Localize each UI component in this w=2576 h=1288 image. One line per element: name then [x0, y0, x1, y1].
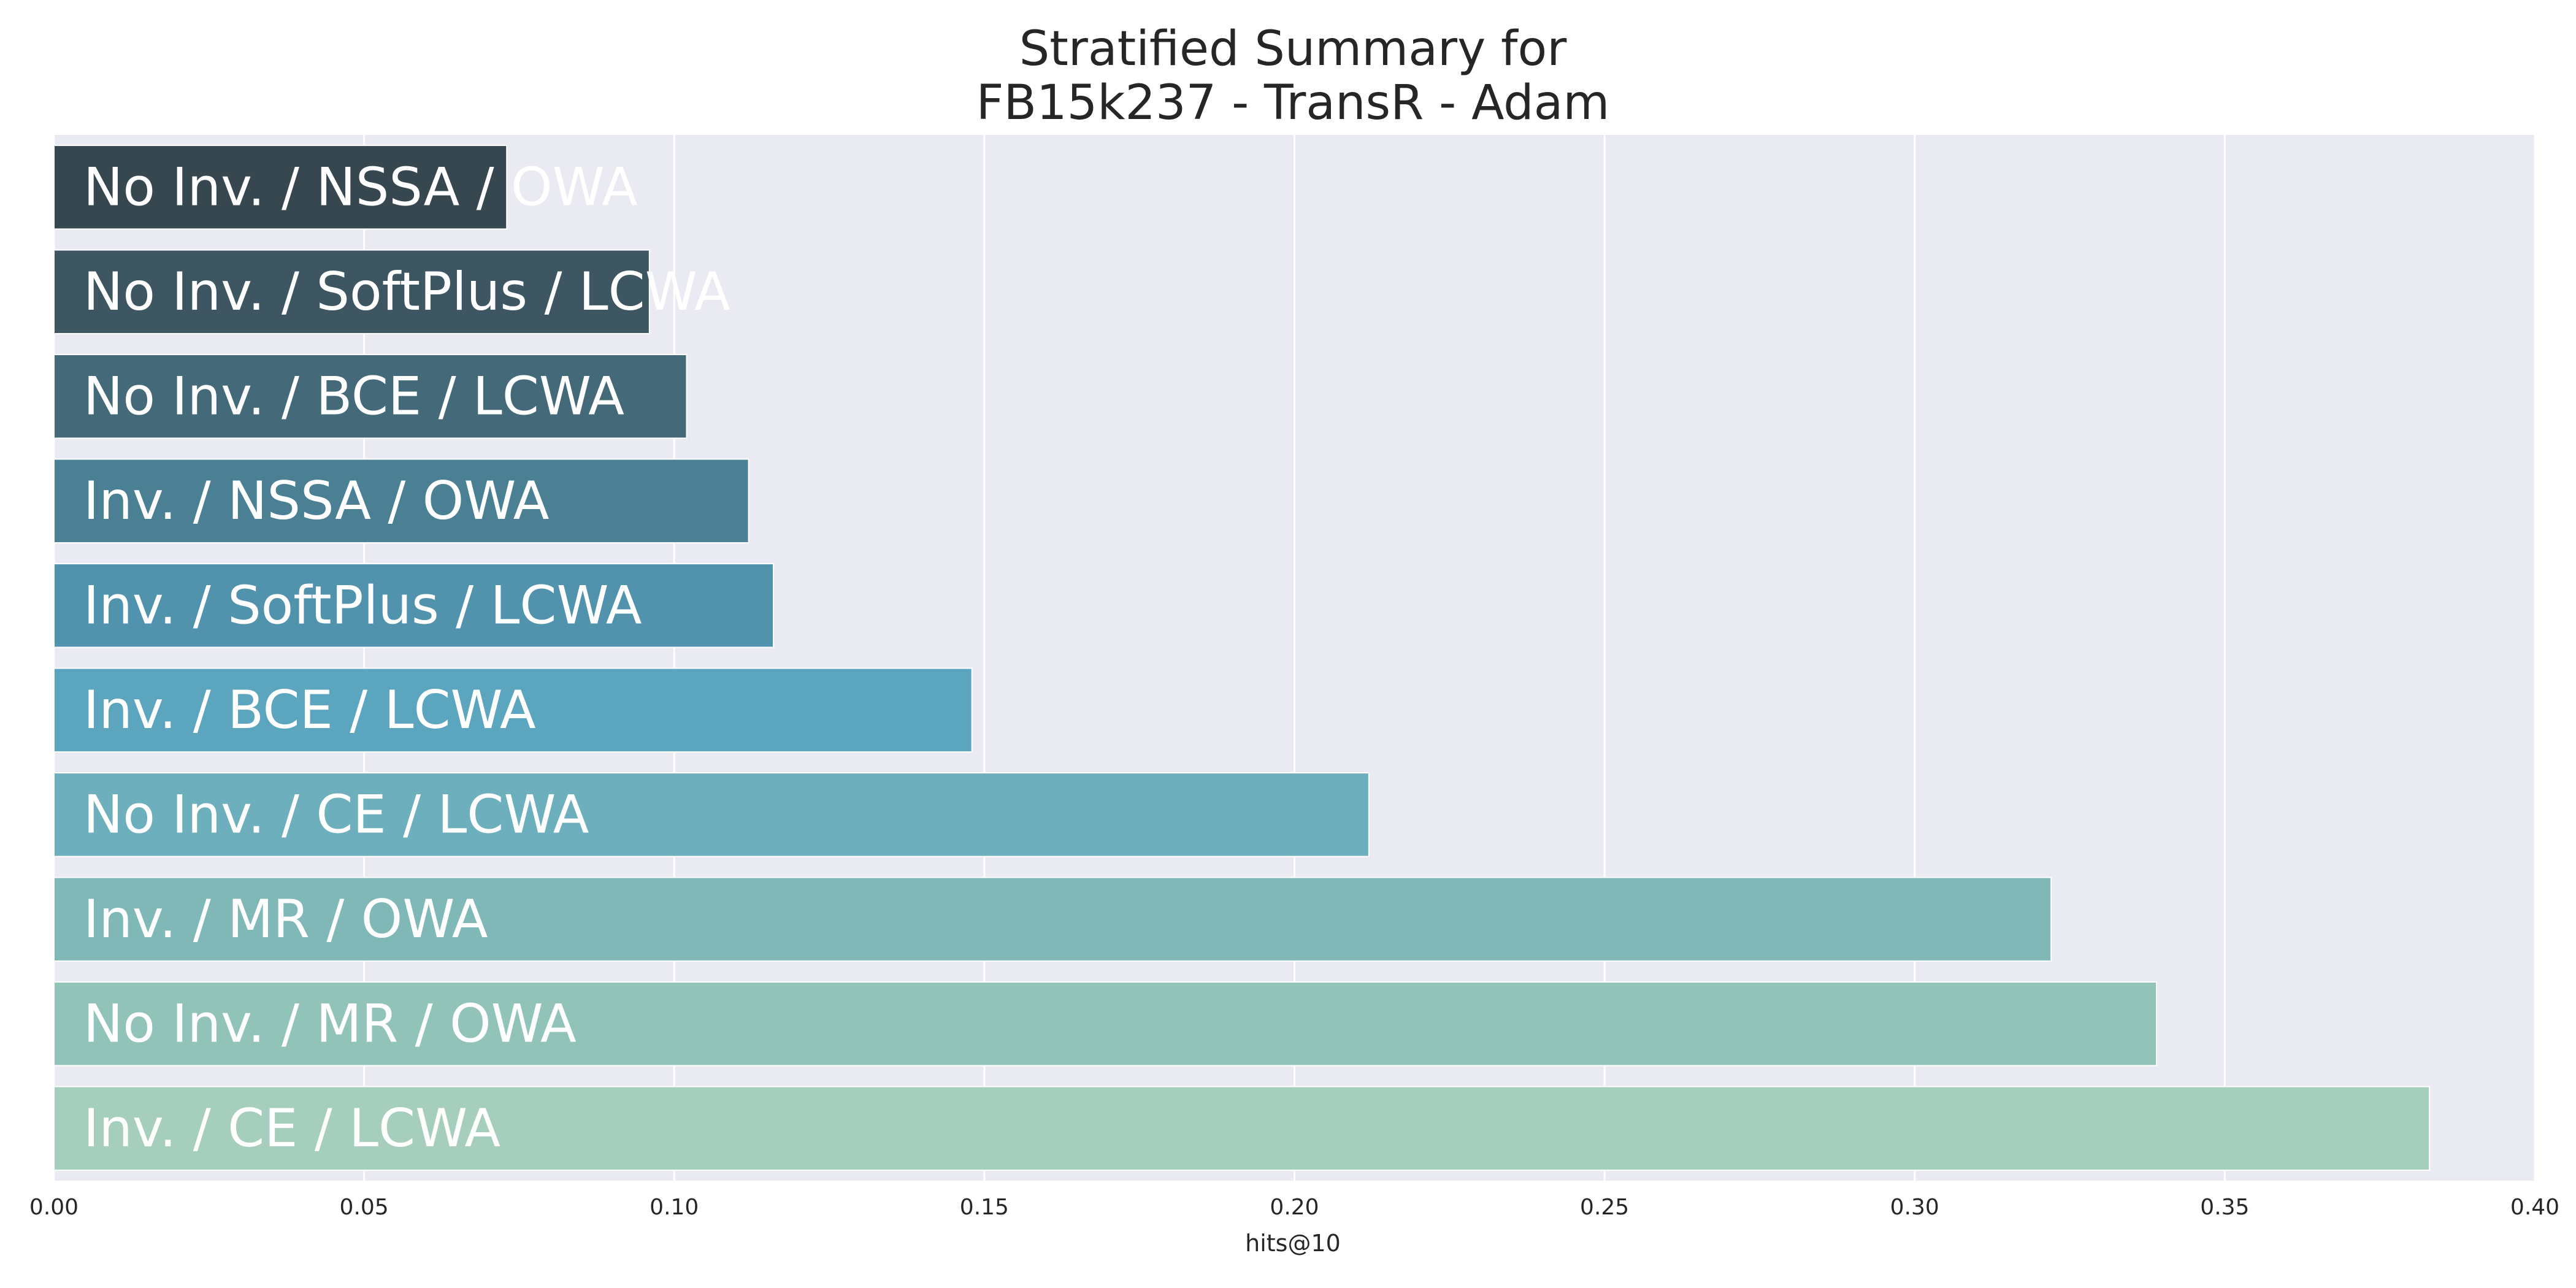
x-tick-labels: 0.00 0.05 0.10 0.15 0.20 0.25 0.30 0.35 0.40 [29, 1195, 2559, 1220]
x-tick-label: 0.25 [1580, 1195, 1629, 1220]
bar-category-label: No Inv. / BCE / LCWA [83, 366, 624, 427]
bars: No Inv. / NSSA / OWA No Inv. / SoftPlus /… [53, 145, 2431, 1171]
bar-category-label: No Inv. / NSSA / OWA [83, 156, 638, 218]
bar-category-label: Inv. / SoftPlus / LCWA [83, 575, 642, 636]
bar [53, 981, 2158, 1067]
bar-category-label: No Inv. / SoftPlus / LCWA [83, 261, 730, 323]
bar-category-label: Inv. / NSSA / OWA [83, 470, 550, 532]
bar-category-label: No Inv. / MR / OWA [83, 993, 577, 1054]
bar-category-label: Inv. / CE / LCWA [83, 1098, 500, 1159]
bar [53, 145, 508, 230]
chart-title: Stratified Summary for FB15k237 - TransR… [976, 21, 1610, 131]
bar [53, 1086, 2431, 1171]
x-tick-label: 0.05 [340, 1195, 389, 1220]
bar [53, 667, 973, 753]
chart-title-line-2: FB15k237 - TransR - Adam [976, 75, 1610, 131]
bar-category-label: No Inv. / CE / LCWA [83, 784, 589, 845]
x-tick-label: 0.10 [650, 1195, 699, 1220]
x-tick-label: 0.00 [29, 1195, 79, 1220]
x-tick-label: 0.20 [1270, 1195, 1319, 1220]
x-tick-label: 0.30 [1890, 1195, 1939, 1220]
bar [53, 249, 650, 334]
bar-category-label: Inv. / MR / OWA [83, 889, 488, 950]
bar-category-label: Inv. / BCE / LCWA [83, 680, 536, 741]
x-axis-label: hits@10 [1245, 1230, 1341, 1257]
bar [53, 876, 2052, 962]
x-tick-label: 0.35 [2200, 1195, 2249, 1220]
x-tick-label: 0.15 [960, 1195, 1009, 1220]
chart-title-line-1: Stratified Summary for [1019, 21, 1568, 77]
bar [53, 563, 775, 648]
x-tick-label: 0.40 [2510, 1195, 2559, 1220]
bar [53, 458, 749, 543]
bar [53, 772, 1370, 857]
bar [53, 354, 688, 439]
